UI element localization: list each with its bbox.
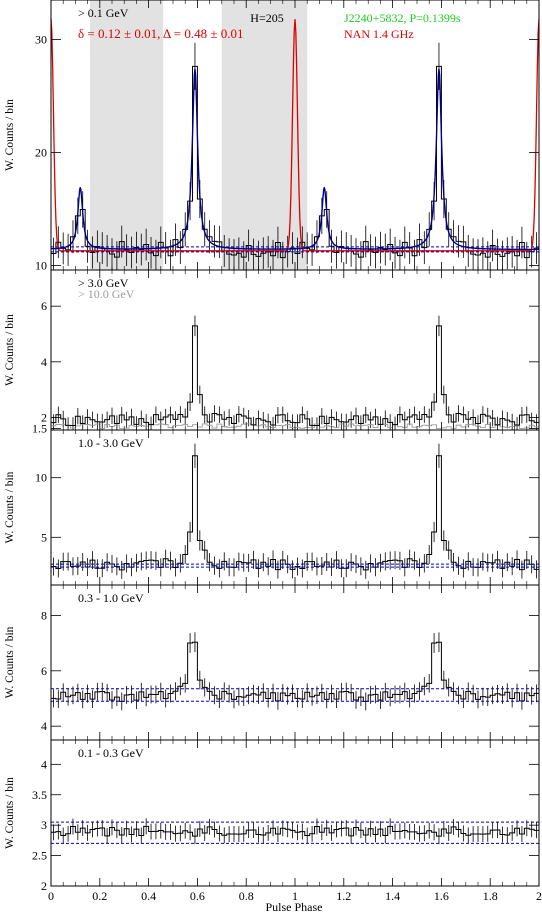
energy-band-label: > 0.1 GeV — [78, 6, 129, 20]
y-tick-label: 10 — [35, 258, 47, 272]
y-axis-label: W. Counts / bin — [4, 314, 16, 386]
x-tick-label: 0 — [48, 889, 54, 903]
y-tick-label: 5 — [41, 530, 47, 544]
y-tick-label: 10 — [35, 471, 47, 485]
y-tick-label: 20 — [35, 146, 47, 160]
x-tick-label: 2 — [536, 889, 542, 903]
y-tick-label: 4 — [41, 719, 47, 733]
y-tick-label: 3 — [41, 818, 47, 832]
panel-0.3to1: 4 6 8 W. Counts / bin 0.3 - 1.0 GeV — [4, 584, 540, 741]
y-tick-label: 3.5 — [32, 788, 47, 802]
radio-band-label: NAN 1.4 GHz — [344, 27, 414, 41]
x-tick-label: 0.8 — [239, 889, 254, 903]
off-pulse-shade — [90, 0, 164, 270]
lorentzian-fit-curve — [50, 68, 540, 251]
y-axis-label: W. Counts / bin — [4, 471, 16, 543]
radio-profile-curve — [50, 19, 540, 252]
panel-gt3: 1.52 4 6 W. Counts / bin > 3.0 GeV> 10.0 GeV — [4, 269, 540, 436]
y-tick-label: 2.5 — [32, 849, 47, 863]
y-tick-label: 2 — [41, 879, 47, 893]
x-tick-label: 0.4 — [141, 889, 156, 903]
panel-background — [51, 585, 539, 740]
x-tick-label: 1.6 — [434, 889, 449, 903]
x-tick-label: 1.2 — [336, 889, 351, 903]
panel-background — [51, 740, 539, 886]
panel-1to3: 5 10 W. Counts / bin 1.0 - 3.0 GeV — [4, 429, 540, 586]
photon-histogram — [51, 641, 539, 702]
y-axis-label: W. Counts / bin — [4, 626, 16, 698]
x-tick-label: 0.6 — [190, 889, 205, 903]
y-tick-label: 6 — [41, 664, 47, 678]
energy-band-label: 0.3 - 1.0 GeV — [78, 591, 144, 605]
y-tick-label: 30 — [35, 33, 47, 47]
x-tick-label: 1.8 — [483, 889, 498, 903]
htest-label: H=205 — [250, 11, 283, 25]
photon-histogram — [51, 455, 539, 571]
y-tick-label: 2 — [41, 410, 47, 424]
energy-band-label: > 3.0 GeV — [78, 276, 129, 290]
pulsar-name-label: J2240+5832, P=0.1399s — [344, 11, 461, 25]
x-axis-label: Pulse Phase — [266, 900, 323, 914]
panel-background — [51, 270, 539, 430]
fit-parameter-label: δ = 0.12 ± 0.01, Δ = 0.48 ± 0.01 — [78, 26, 243, 41]
x-tick-label: 1 — [292, 889, 298, 903]
y-tick-label: 4 — [41, 355, 47, 369]
x-tick-label: 0.2 — [92, 889, 107, 903]
panel-top: 10 20 30 W. Counts / bin > 0.1 GeV δ = 0.12 ±… — [4, 0, 540, 272]
y-tick-label: 8 — [41, 608, 47, 622]
x-tick-label: 1.4 — [385, 889, 400, 903]
photon-histogram — [51, 825, 539, 837]
y-tick-label: 4 — [41, 757, 47, 771]
off-pulse-shade — [221, 0, 308, 270]
y-tick-label: 1.5 — [32, 422, 47, 436]
secondary-energy-label: > 10.0 GeV — [78, 287, 135, 301]
y-tick-label: 6 — [41, 299, 47, 313]
energy-band-label: 1.0 - 3.0 GeV — [78, 436, 144, 450]
y-axis-label: W. Counts / bin — [4, 99, 16, 171]
energy-band-label: 0.1 - 0.3 GeV — [78, 746, 144, 760]
panel-background — [51, 430, 539, 585]
y-axis-label: W. Counts / bin — [4, 777, 16, 849]
panel-0.1to0.3: 2 2.5 3 3.5 4 W. Counts / bin 0.1 - 0.3 GeV — [4, 739, 540, 893]
